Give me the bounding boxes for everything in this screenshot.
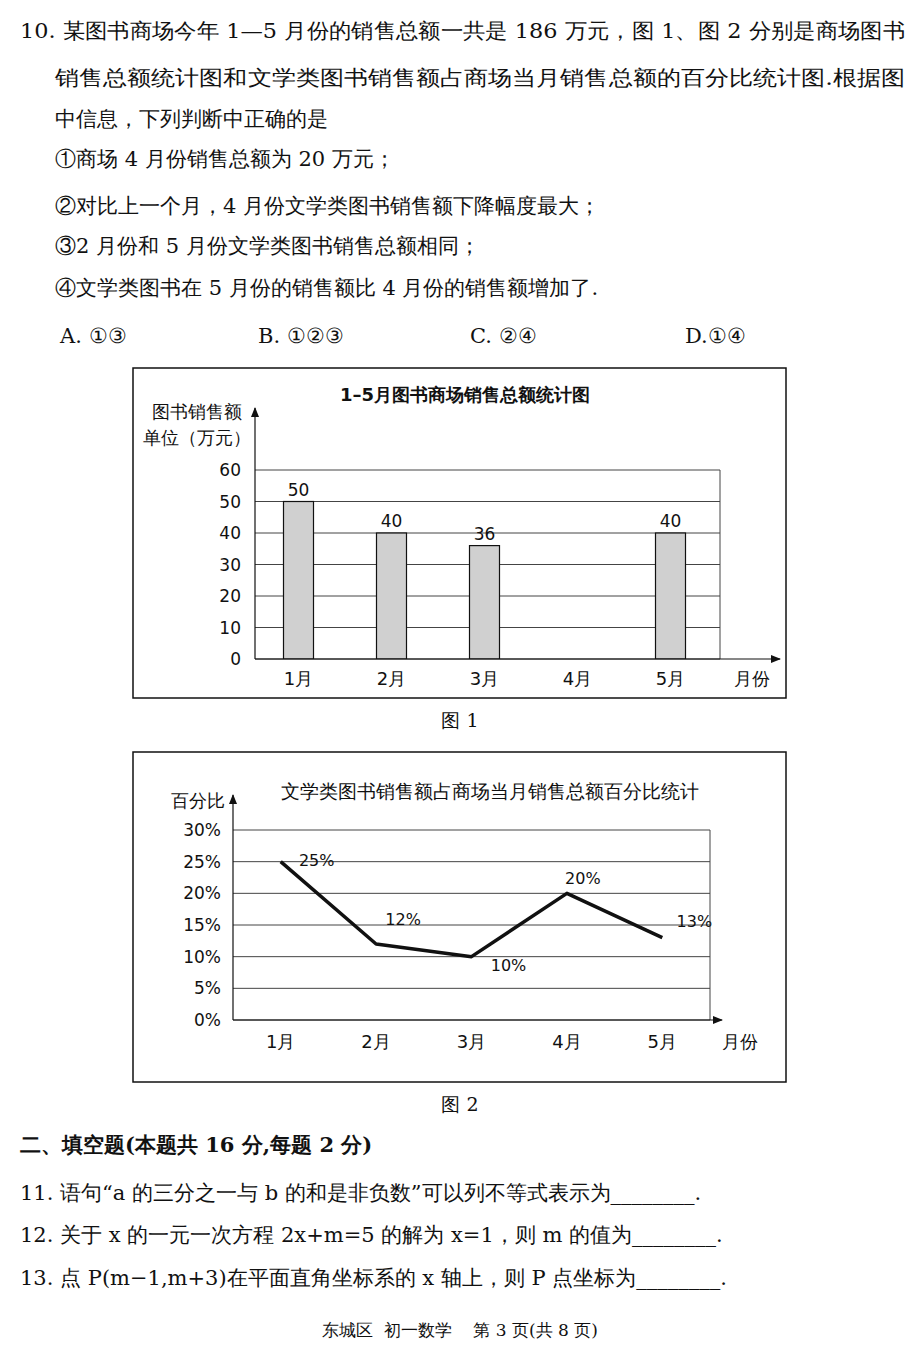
statement: ④文学类图书在 5 月份的销售额比 4 月份的销售额增加了. bbox=[55, 276, 598, 300]
bar bbox=[656, 533, 686, 659]
x-axis bbox=[233, 1019, 722, 1020]
y-axis bbox=[232, 795, 233, 1020]
tick-label: 5% bbox=[194, 978, 221, 998]
tick-label: 30 bbox=[219, 555, 241, 575]
tick-label: 0% bbox=[194, 1010, 221, 1030]
chart-frame bbox=[133, 368, 786, 698]
tick-label: 3月 bbox=[457, 1031, 486, 1052]
tick-label: 2月 bbox=[377, 668, 406, 689]
chart-frame bbox=[133, 752, 786, 1082]
data-label: 10% bbox=[491, 956, 527, 975]
tick-label: 50 bbox=[219, 492, 241, 512]
data-label: 13% bbox=[677, 912, 713, 931]
option: A. ①③ bbox=[59, 324, 127, 348]
tick-label: 1月 bbox=[284, 668, 313, 689]
bars bbox=[284, 502, 686, 660]
caption: 图 2 bbox=[441, 1093, 478, 1115]
tick-label: 4月 bbox=[563, 668, 592, 689]
question: 11. 语句“a 的三分之一与 b 的和是非负数”可以列不等式表示为______… bbox=[20, 1181, 701, 1205]
statement: ③2 月份和 5 月份文学类图书销售总额相同； bbox=[55, 234, 480, 258]
tick-label: 3月 bbox=[470, 668, 499, 689]
grid-line bbox=[255, 501, 720, 502]
statement: ①商场 4 月份销售总额为 20 万元； bbox=[55, 147, 395, 171]
data-label: 40 bbox=[381, 511, 403, 531]
data-label: 20% bbox=[565, 869, 601, 888]
tick-label: 25% bbox=[183, 852, 221, 872]
option: D.①④ bbox=[685, 324, 746, 348]
question-stem: 中信息，下列判断中正确的是 bbox=[55, 107, 328, 131]
section-title: 二、填空题(本题共 16 分,每题 2 分) bbox=[20, 1132, 372, 1157]
grid-line bbox=[233, 830, 710, 831]
axis-label: 百分比 bbox=[171, 790, 225, 811]
footer: 东城区 初一数学 第 3 页(共 8 页) bbox=[322, 1320, 598, 1340]
y-axis bbox=[254, 408, 255, 659]
chart-title: 文学类图书销售额占商场当月销售总额百分比统计 bbox=[281, 780, 699, 802]
question-stem: 10. 某图书商场今年 1—5 月份的销售总额一共是 186 万元，图 1、图 … bbox=[20, 19, 905, 43]
lines bbox=[281, 862, 663, 957]
axis-label: 月份 bbox=[722, 1031, 758, 1052]
bar-chart: 1–5月图书商场销售总额统计图图书销售额单位（万元） 0 10 20 30 40 50 60 5… bbox=[133, 368, 786, 698]
grid-line bbox=[233, 893, 710, 894]
tick-label: 1月 bbox=[266, 1031, 295, 1052]
line-chart: 文学类图书销售额占商场当月销售总额百分比统计 百分比 0% 5% 10% 15% 20% 25… bbox=[133, 752, 786, 1082]
x-axis bbox=[255, 658, 780, 659]
tick-label: 2月 bbox=[361, 1031, 390, 1052]
data-label: 40 bbox=[660, 511, 682, 531]
option: C. ②④ bbox=[470, 324, 537, 348]
tick-label: 15% bbox=[183, 915, 221, 935]
grid-line bbox=[255, 470, 720, 471]
question: 12. 关于 x 的一元一次方程 2x+m=5 的解为 x=1，则 m 的值为_… bbox=[20, 1223, 723, 1247]
statement: ②对比上一个月，4 月份文学类图书销售额下降幅度最大； bbox=[55, 194, 600, 218]
bar bbox=[377, 533, 407, 659]
data-label: 12% bbox=[385, 910, 421, 929]
tick-label: 30% bbox=[183, 820, 221, 840]
data-label: 36 bbox=[474, 524, 496, 544]
tick-label: 40 bbox=[219, 523, 241, 543]
bar bbox=[284, 502, 314, 660]
grid-line bbox=[233, 988, 710, 989]
axis-label: 图书销售额 bbox=[152, 401, 242, 422]
tick-label: 10% bbox=[183, 947, 221, 967]
tick-label: 5月 bbox=[656, 668, 685, 689]
axis-label: 月份 bbox=[734, 668, 770, 689]
tick-label: 20% bbox=[183, 883, 221, 903]
question-stem: 销售总额统计图和文学类图书销售额占商场当月销售总额的百分比统计图.根据图 bbox=[54, 66, 905, 90]
data-label: 25% bbox=[299, 851, 335, 870]
tick-label: 10 bbox=[219, 618, 241, 638]
line bbox=[281, 862, 663, 957]
option: B. ①②③ bbox=[258, 324, 344, 348]
chart-title: 1–5月图书商场销售总额统计图 bbox=[340, 384, 590, 405]
axis-label: 单位（万元） bbox=[143, 427, 251, 448]
question: 13. 点 P(m−1,m+3)在平面直角坐标系的 x 轴上，则 P 点坐标为_… bbox=[20, 1266, 727, 1290]
caption: 图 1 bbox=[441, 709, 478, 731]
data-label: 50 bbox=[288, 480, 310, 500]
page: 10. 某图书商场今年 1—5 月份的销售总额一共是 186 万元，图 1、图 … bbox=[0, 0, 920, 1360]
tick-label: 60 bbox=[219, 460, 241, 480]
tick-label: 20 bbox=[219, 586, 241, 606]
tick-label: 4月 bbox=[552, 1031, 581, 1052]
plot-edge bbox=[720, 470, 721, 659]
tick-label: 0 bbox=[230, 649, 241, 669]
tick-label: 5月 bbox=[648, 1031, 677, 1052]
bar bbox=[470, 546, 500, 659]
